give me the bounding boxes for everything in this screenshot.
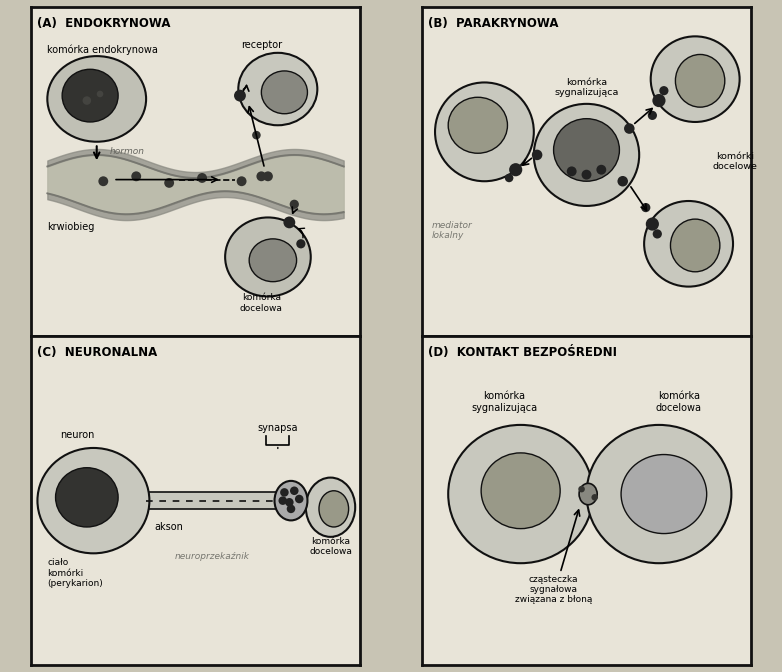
Ellipse shape bbox=[48, 56, 146, 142]
Circle shape bbox=[234, 89, 246, 101]
Text: komórka
sygnalizująca: komórka sygnalizująca bbox=[471, 391, 537, 413]
Ellipse shape bbox=[579, 483, 597, 505]
Text: ciało
komórki
(perykarion): ciało komórki (perykarion) bbox=[48, 558, 103, 588]
Ellipse shape bbox=[481, 453, 560, 529]
Circle shape bbox=[290, 487, 299, 495]
Text: synapsa: synapsa bbox=[257, 423, 298, 433]
Circle shape bbox=[532, 150, 543, 160]
Text: komórka
docelowa: komórka docelowa bbox=[309, 537, 352, 556]
Text: (C)  NEURONALNA: (C) NEURONALNA bbox=[38, 346, 158, 359]
Circle shape bbox=[641, 203, 651, 212]
Ellipse shape bbox=[676, 54, 725, 107]
Circle shape bbox=[646, 218, 659, 230]
Circle shape bbox=[252, 131, 260, 139]
Ellipse shape bbox=[225, 218, 310, 296]
Text: neuroprzekaźnik: neuroprzekaźnik bbox=[174, 552, 249, 561]
Text: (B)  PARAKRYNOWA: (B) PARAKRYNOWA bbox=[429, 17, 559, 30]
Circle shape bbox=[582, 170, 591, 179]
Text: receptor: receptor bbox=[241, 40, 282, 50]
Circle shape bbox=[652, 94, 665, 107]
Text: komórka
sygnalizująca: komórka sygnalizująca bbox=[554, 78, 619, 97]
Circle shape bbox=[287, 505, 296, 513]
Ellipse shape bbox=[62, 69, 118, 122]
Text: komórki
docelowe: komórki docelowe bbox=[712, 152, 757, 171]
Text: neuron: neuron bbox=[60, 430, 95, 439]
Ellipse shape bbox=[249, 239, 296, 282]
Circle shape bbox=[197, 173, 207, 183]
Circle shape bbox=[97, 91, 103, 97]
Circle shape bbox=[256, 171, 267, 181]
Circle shape bbox=[591, 494, 598, 501]
Ellipse shape bbox=[534, 104, 639, 206]
Circle shape bbox=[659, 86, 669, 95]
Circle shape bbox=[578, 486, 585, 493]
Polygon shape bbox=[143, 493, 278, 509]
Ellipse shape bbox=[554, 119, 619, 181]
Text: akson: akson bbox=[155, 522, 184, 532]
Ellipse shape bbox=[670, 219, 720, 271]
Text: komórka endokrynowa: komórka endokrynowa bbox=[48, 44, 158, 55]
Ellipse shape bbox=[319, 491, 349, 527]
Ellipse shape bbox=[586, 425, 731, 563]
Ellipse shape bbox=[239, 53, 317, 125]
Circle shape bbox=[296, 239, 306, 249]
Circle shape bbox=[278, 497, 287, 505]
Ellipse shape bbox=[38, 448, 149, 553]
Text: mediator
lokalny: mediator lokalny bbox=[432, 221, 472, 241]
Ellipse shape bbox=[644, 201, 733, 286]
Text: komórka
docelowa: komórka docelowa bbox=[240, 294, 283, 312]
Circle shape bbox=[285, 498, 293, 507]
Ellipse shape bbox=[56, 468, 118, 527]
Ellipse shape bbox=[651, 36, 740, 122]
Ellipse shape bbox=[621, 454, 707, 534]
Text: (D)  KONTAKT BEZPOŚREDNI: (D) KONTAKT BEZPOŚREDNI bbox=[429, 346, 618, 359]
Text: (A)  ENDOKRYNOWA: (A) ENDOKRYNOWA bbox=[38, 17, 171, 30]
Ellipse shape bbox=[261, 71, 307, 114]
Ellipse shape bbox=[448, 97, 508, 153]
Text: hormon: hormon bbox=[110, 147, 145, 156]
Circle shape bbox=[131, 171, 142, 181]
Polygon shape bbox=[123, 484, 146, 517]
Circle shape bbox=[567, 167, 576, 176]
Circle shape bbox=[295, 495, 303, 503]
Text: komórka
docelowa: komórka docelowa bbox=[655, 391, 701, 413]
Circle shape bbox=[505, 173, 514, 182]
Circle shape bbox=[99, 176, 108, 186]
Text: cząsteczka
sygnałowa
związana z błoną: cząsteczka sygnałowa związana z błoną bbox=[515, 575, 592, 604]
Circle shape bbox=[237, 176, 246, 186]
Circle shape bbox=[509, 163, 522, 176]
Ellipse shape bbox=[435, 83, 534, 181]
Circle shape bbox=[263, 171, 273, 181]
Circle shape bbox=[164, 178, 174, 188]
Ellipse shape bbox=[274, 481, 307, 520]
Circle shape bbox=[280, 488, 289, 497]
Circle shape bbox=[83, 96, 91, 105]
Ellipse shape bbox=[448, 425, 593, 563]
Circle shape bbox=[289, 200, 299, 209]
Circle shape bbox=[653, 229, 662, 239]
Circle shape bbox=[283, 216, 296, 228]
Circle shape bbox=[618, 176, 628, 187]
Circle shape bbox=[624, 123, 634, 134]
Circle shape bbox=[647, 111, 657, 120]
Circle shape bbox=[597, 165, 606, 175]
Ellipse shape bbox=[306, 478, 355, 537]
Text: krwiobieg: krwiobieg bbox=[48, 222, 95, 233]
